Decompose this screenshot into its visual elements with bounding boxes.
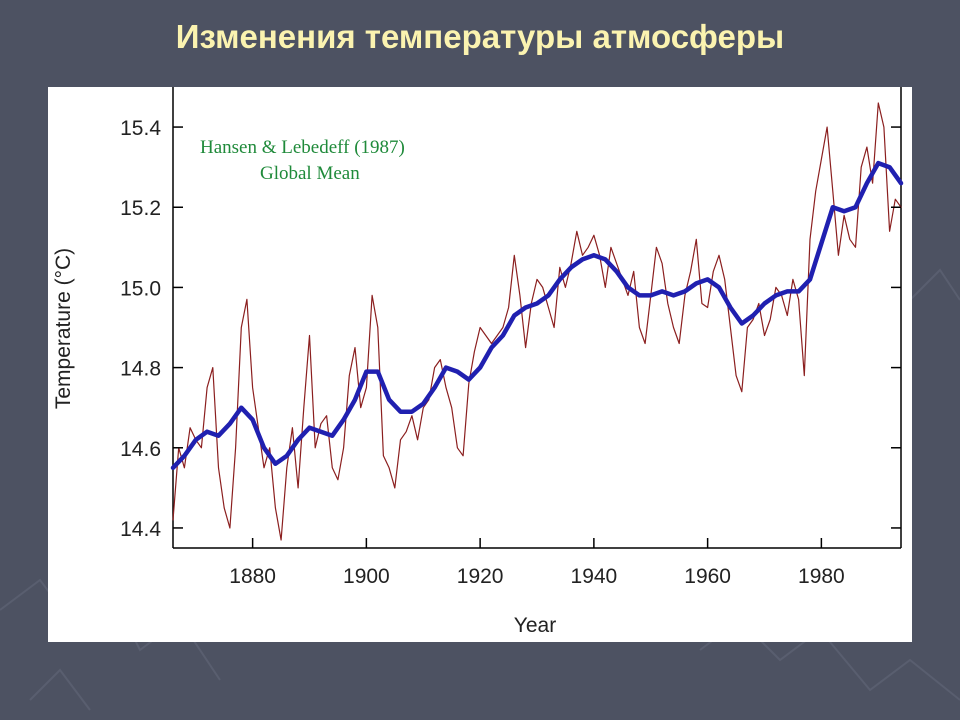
temperature-chart: 14.4 14.6 14.8 15.0 15.2 15.4 1880 1900 1920 1940… — [52, 87, 904, 637]
y-tick-label: 14.8 — [120, 358, 161, 381]
x-tick-label: 1960 — [684, 565, 731, 588]
x-tick-label: 1980 — [798, 565, 845, 588]
annotation-source: Hansen & Lebedeff (1987) — [200, 137, 405, 158]
y-tick-label: 15.4 — [120, 117, 161, 140]
x-tick-label: 1940 — [571, 565, 618, 588]
annotation-subtitle: Global Mean — [260, 163, 360, 184]
y-tick-label: 15.0 — [120, 277, 161, 300]
y-tick-label: 15.2 — [120, 197, 161, 220]
y-tick-label: 14.4 — [120, 518, 161, 541]
y-axis-label: Temperature (°C) — [52, 248, 75, 409]
x-tick-label: 1880 — [229, 565, 276, 588]
x-axis-label: Year — [514, 614, 556, 637]
y-tick-label: 14.6 — [120, 438, 161, 461]
x-tick-label: 1900 — [343, 565, 390, 588]
smoothed-temperature-line — [170, 160, 904, 471]
slide-title: Изменения температуры атмосферы — [175, 18, 785, 55]
x-tick-label: 1920 — [457, 565, 504, 588]
chart-panel: 14.4 14.6 14.8 15.0 15.2 15.4 1880 1900 1920 1940… — [48, 87, 912, 642]
